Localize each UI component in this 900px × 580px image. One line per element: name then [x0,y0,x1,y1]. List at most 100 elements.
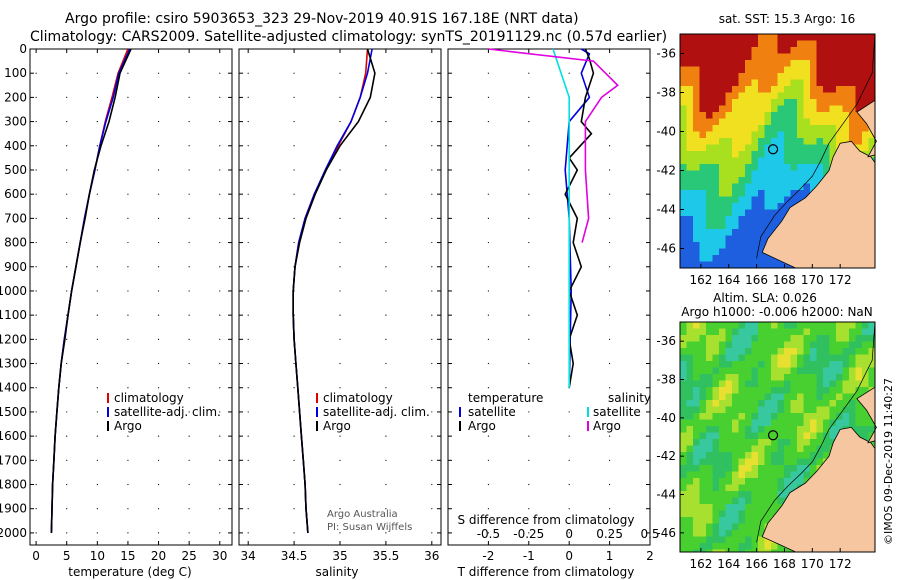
map-cell [803,458,810,465]
map-cell [803,387,810,394]
map-cell [784,53,791,60]
map-cell [699,400,706,407]
map-cell [732,354,739,361]
map-cell [712,491,719,498]
map-cell [771,66,778,73]
map-cell [790,484,797,491]
map-cell [686,484,693,491]
map-cell [797,413,804,420]
map-cell [829,439,836,446]
map-cell [758,465,765,472]
map-cell [842,367,849,374]
map-cell [732,484,739,491]
map-cell [719,523,726,530]
map-cell [680,164,687,171]
map-cell [712,209,719,216]
grid-dot [431,338,433,340]
temperature-panel: 0100200300400500600700800900100011001200… [0,42,233,563]
map-cell [790,374,797,381]
map-cell [745,144,752,151]
map-cell [693,47,700,54]
map-cell [751,400,758,407]
map-cell [699,196,706,203]
map-cell [868,144,875,151]
map-cell [719,328,726,335]
map-cell [836,426,843,433]
map-cell [745,235,752,242]
map-cell [706,40,713,47]
map-cell [751,530,758,537]
map-cell [758,235,765,242]
map-cell [680,380,687,387]
map-cell [868,328,875,335]
map-cell [803,112,810,119]
map-cell [771,99,778,106]
map-cell [764,458,771,465]
map-cell [855,328,862,335]
map-cell [751,523,758,530]
map-cell [693,354,700,361]
map-cell [777,328,784,335]
map-cell [790,157,797,164]
map-cell [712,242,719,249]
map-cell [777,66,784,73]
grid-dot [431,459,433,461]
map-cell [855,361,862,368]
map-cell [810,112,817,119]
map-cell [758,549,765,552]
map-cell [745,190,752,197]
map-cell [771,322,778,329]
grid-dot [247,532,249,534]
map-cell [745,73,752,80]
map-cell [680,471,687,478]
grid-dot [293,459,295,461]
map-cell [810,335,817,342]
map-cell [745,248,752,255]
map-cell [790,380,797,387]
map-cell [810,144,817,151]
map-cell [771,112,778,119]
map-cell [680,367,687,374]
map-cell [816,367,823,374]
map-cell [719,242,726,249]
map-cell [790,426,797,433]
map-cell [823,361,830,368]
map-cell [777,112,784,119]
map-cell [758,445,765,452]
map-cell [712,549,719,552]
map-cell [686,177,693,184]
map-cell [758,543,765,550]
map-cell [725,322,732,329]
map-cell [699,60,706,67]
map-cell [803,471,810,478]
map-cell [829,151,836,158]
map-cell [862,426,869,433]
map-cell [732,216,739,223]
map-cell [719,170,726,177]
grid-dot [157,290,160,292]
map-cell [706,79,713,86]
map-cell [842,380,849,387]
map-cell [784,432,791,439]
map-cell [751,348,758,355]
map-cell [725,393,732,400]
map-cell [751,118,758,125]
map-cell [751,190,758,197]
grid-dot [293,532,295,534]
map-cell [738,406,745,413]
map-cell [764,348,771,355]
map-cell [686,99,693,106]
map-cell [790,53,797,60]
map-cell [823,99,830,106]
map-cell [719,79,726,86]
map-cell [699,203,706,210]
map-cell [732,322,739,329]
grid-dot [609,266,611,268]
map-cell [816,419,823,426]
map-cell [745,400,752,407]
map-cell [816,439,823,446]
map-cell [777,73,784,80]
grid-dot [487,483,489,486]
map-cell [712,144,719,151]
map-cell [758,374,765,381]
